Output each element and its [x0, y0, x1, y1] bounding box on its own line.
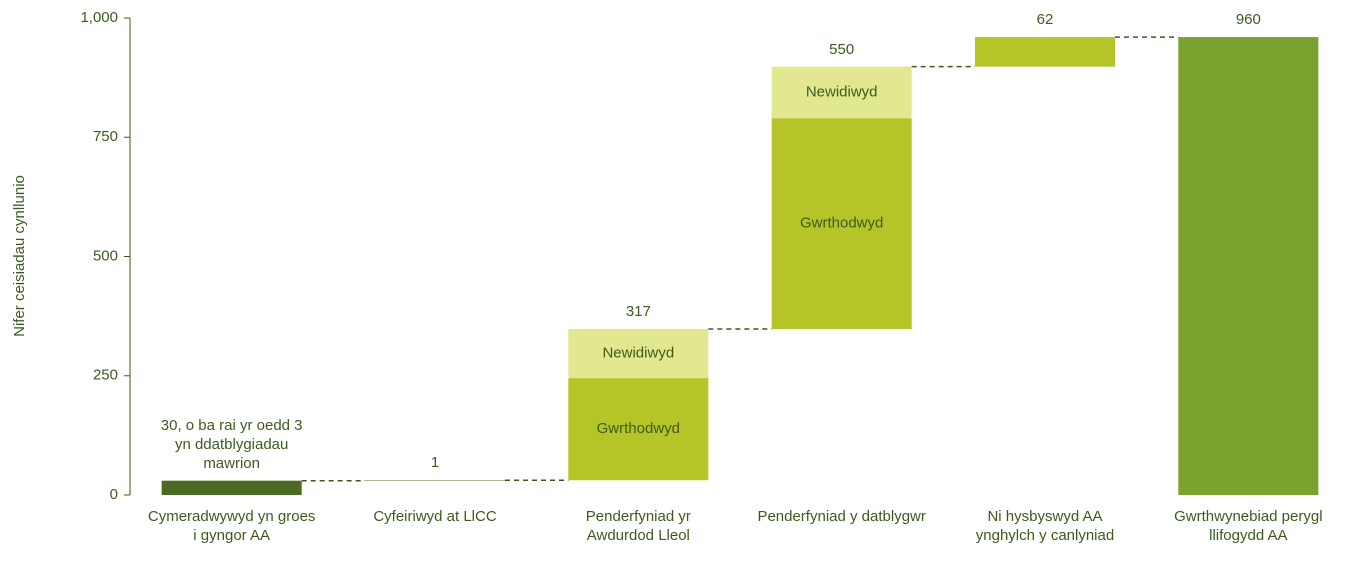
bar	[975, 37, 1115, 67]
x-tick-label: Penderfyniad yr Awdurdod Lleol	[585, 508, 691, 544]
x-tick-label: Cyfeiriwyd at LlCC	[373, 508, 497, 525]
value-label: 62	[1036, 11, 1054, 29]
value-label: 1	[430, 454, 440, 472]
value-label: 317	[625, 303, 651, 320]
x-tick-label: Cymeradwywyd yn groes i gyngor AA	[147, 508, 316, 544]
x-tick-label: Gwrthwynebiad perygl llifogydd AA	[1174, 508, 1323, 544]
y-tick-label: 750	[93, 128, 118, 145]
segment-label: Gwrthodwyd	[800, 215, 883, 232]
bar-segment	[771, 118, 912, 330]
y-tick-label: 1,000	[80, 9, 118, 26]
value-label: 30, o ba rai yr oedd 3 yn ddatblygiadau …	[160, 416, 303, 472]
segment-label: Newidiwyd	[806, 83, 878, 100]
y-tick-label: 250	[93, 367, 118, 384]
x-tick-label: Ni hysbyswyd AA ynghylch y canlyniad	[975, 508, 1115, 544]
y-tick-label: 0	[110, 486, 118, 503]
segment-label: Newidiwyd	[602, 345, 674, 362]
value-label: 550	[829, 40, 855, 58]
bar	[161, 480, 302, 495]
value-label: 960	[1235, 11, 1261, 29]
bar-segment	[568, 378, 709, 481]
bar-segment	[771, 66, 912, 119]
segment-label: Gwrthodwyd	[597, 420, 680, 437]
y-axis-label: Nifer ceisiadau cynllunio	[11, 175, 28, 337]
y-tick-label: 500	[93, 247, 118, 264]
bar	[1178, 37, 1319, 495]
bar-segment	[568, 329, 709, 379]
x-tick-label: Penderfyniad y datblygwr	[757, 508, 926, 525]
